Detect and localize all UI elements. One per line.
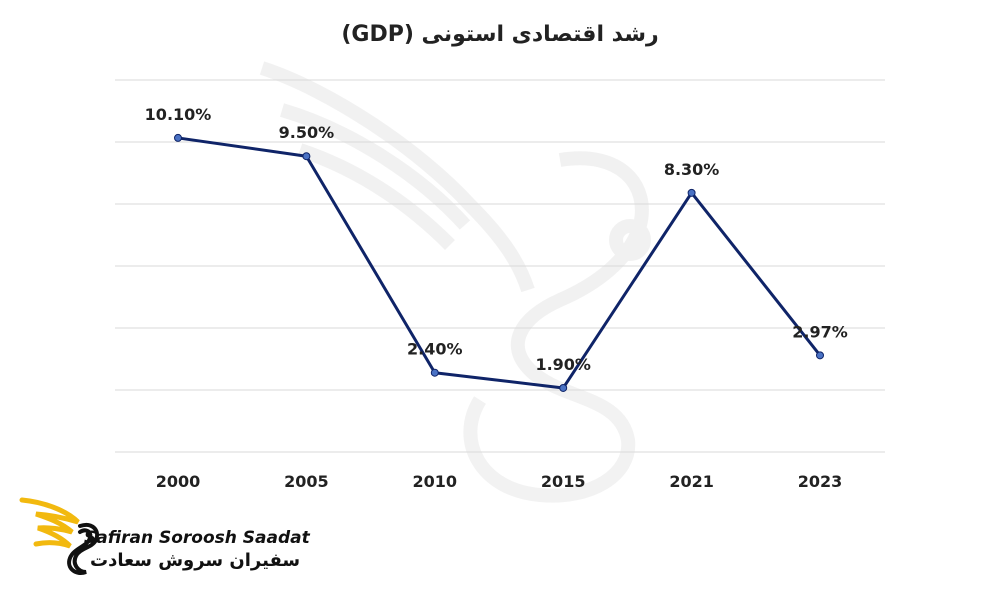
data-point xyxy=(302,152,311,161)
data-point xyxy=(174,133,182,142)
data-point xyxy=(559,383,568,392)
brand-name-persian: سفیران سروش سعادت xyxy=(90,550,301,571)
series-line xyxy=(177,136,822,390)
brand-name-english: Safiran Soroosh Saadat xyxy=(84,528,310,548)
data-point xyxy=(430,368,439,377)
data-label: 9.50% xyxy=(279,123,335,142)
data-label: 1.90% xyxy=(535,355,591,374)
data-label: 2.40% xyxy=(407,340,463,359)
data-point xyxy=(816,351,824,360)
bird-logo-watermark-icon xyxy=(259,61,651,503)
data-label: 8.30% xyxy=(664,160,720,179)
data-point xyxy=(687,188,696,197)
x-tick-label: 2015 xyxy=(541,472,586,491)
data-label: 2.97% xyxy=(792,322,848,341)
golden-wing-logo-icon xyxy=(19,497,99,575)
x-tick-label: 2023 xyxy=(798,472,843,491)
x-tick-label: 2021 xyxy=(669,472,714,491)
brand-logo: Safiran Soroosh Saadat سفیران سروش سعادت xyxy=(18,492,338,582)
x-tick-label: 2005 xyxy=(284,472,329,491)
chart-title: رشد اقتصادی استونی (GDP) xyxy=(341,22,659,47)
x-tick-label: 2000 xyxy=(156,472,201,491)
x-tick-label: 2010 xyxy=(413,472,458,491)
data-label: 10.10% xyxy=(145,105,212,124)
